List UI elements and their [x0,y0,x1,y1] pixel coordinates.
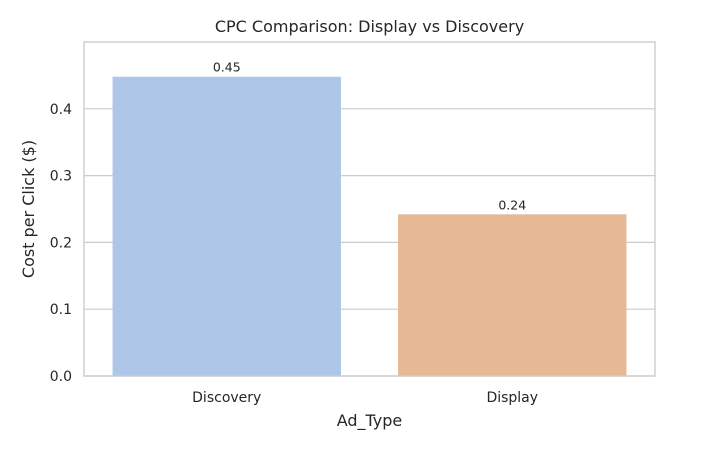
x-axis-label: Ad_Type [337,411,403,431]
x-tick-label: Discovery [192,390,261,406]
y-axis-label: Cost per Click ($) [19,140,38,278]
y-tick-label: 0.4 [50,102,72,118]
bars [112,76,627,377]
bar-value-label: 0.24 [498,197,526,212]
x-tick-label: Display [486,390,538,406]
plot-frame [83,41,656,377]
y-tick-label: 0.3 [50,169,72,185]
y-axis-ticks: 0.0 0.1 0.2 0.3 0.4 [50,102,72,385]
y-tick-label: 0.0 [50,369,72,385]
x-axis-ticks: Discovery Display [192,390,538,406]
y-tick-label: 0.2 [50,235,72,251]
chart-title: CPC Comparison: Display vs Discovery [215,17,524,36]
y-tick-label: 0.1 [50,302,72,318]
bar-value-label: 0.45 [213,60,241,75]
data-labels: 0.45 0.24 [213,60,526,213]
bar-discovery [112,76,341,377]
bar-display [398,214,627,376]
